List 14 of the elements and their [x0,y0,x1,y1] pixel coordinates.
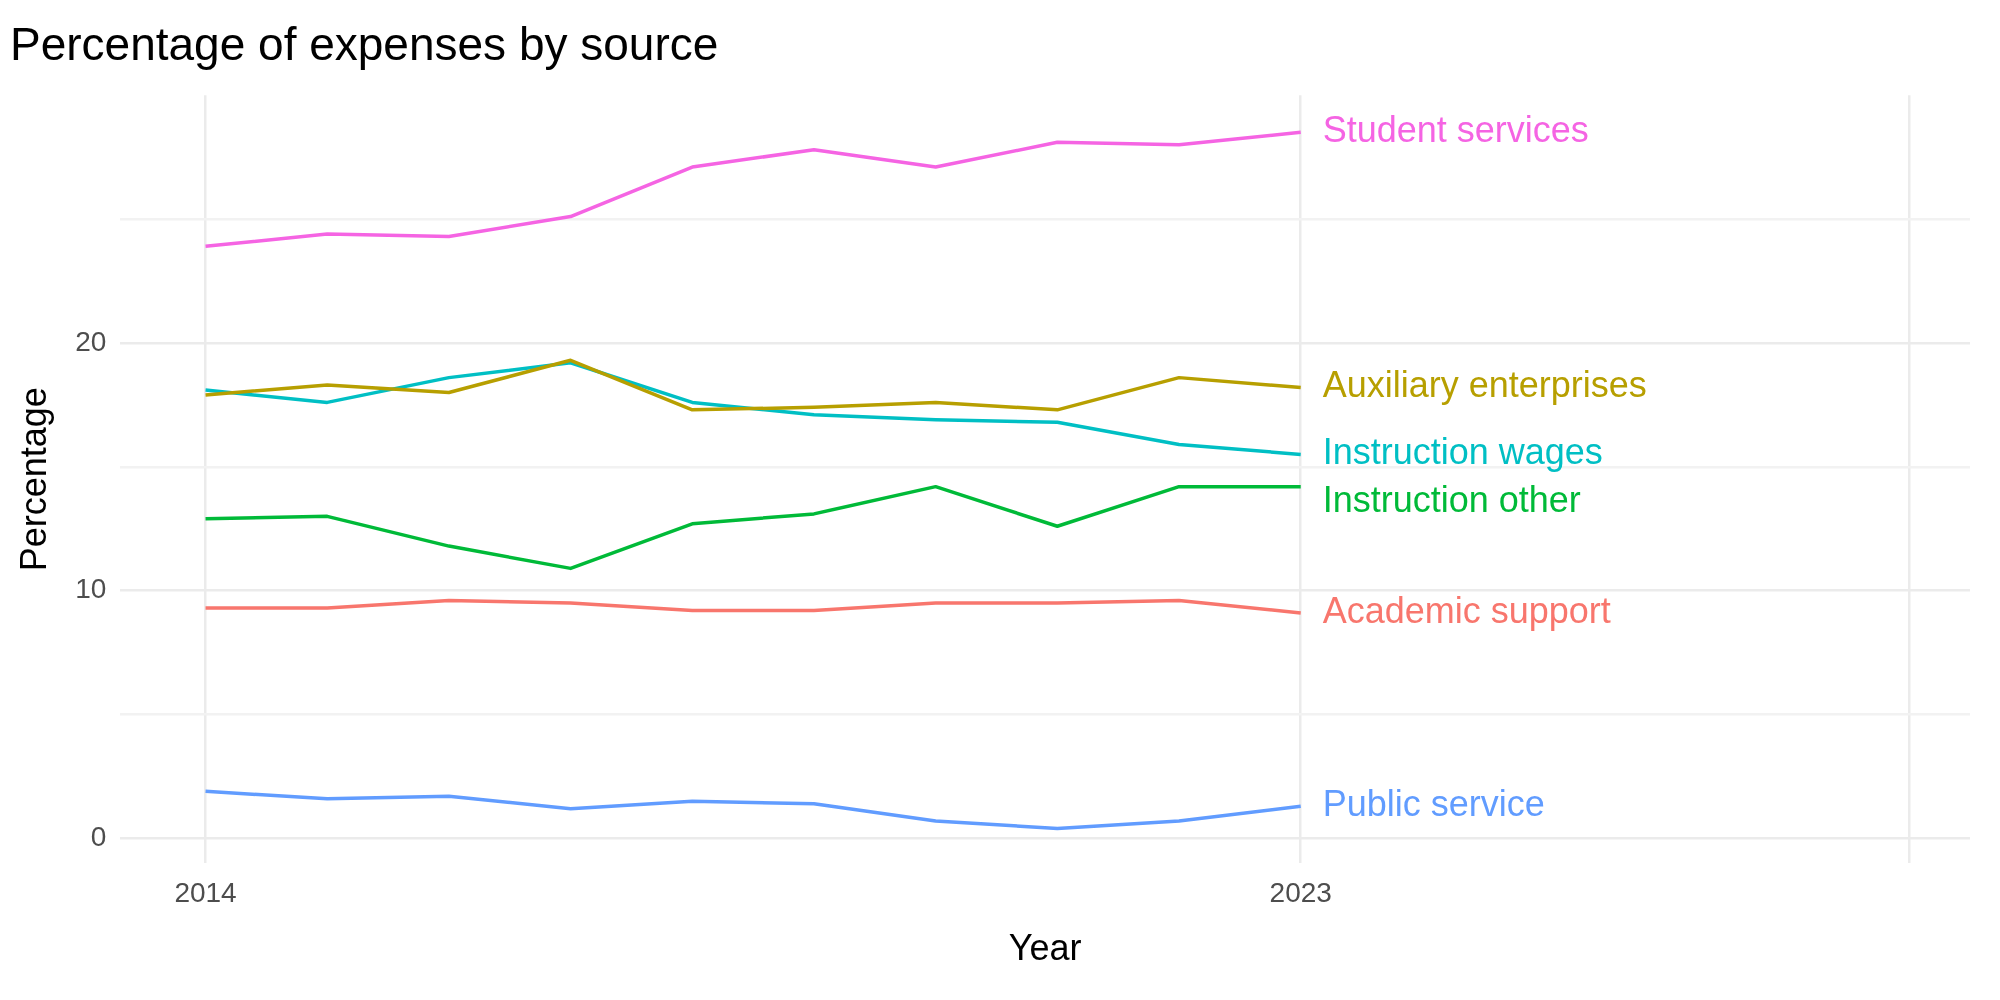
x-tick-label: 2023 [1269,876,1332,908]
series-label: Student services [1322,109,1589,151]
x-tick-label: 2014 [174,876,237,908]
y-tick-label: 0 [90,821,107,853]
y-axis-title: Percentage [12,387,54,572]
series-label: Public service [1322,783,1545,825]
series-label: Instruction wages [1322,431,1603,473]
chart-title: Percentage of expenses by source [10,18,719,71]
series-label: Auxiliary enterprises [1322,364,1647,406]
series-label: Academic support [1322,589,1611,631]
y-tick-label: 10 [75,573,107,605]
y-tick-label: 20 [75,325,107,357]
x-axis-title: Year [1008,927,1082,969]
series-label: Instruction other [1322,479,1581,521]
